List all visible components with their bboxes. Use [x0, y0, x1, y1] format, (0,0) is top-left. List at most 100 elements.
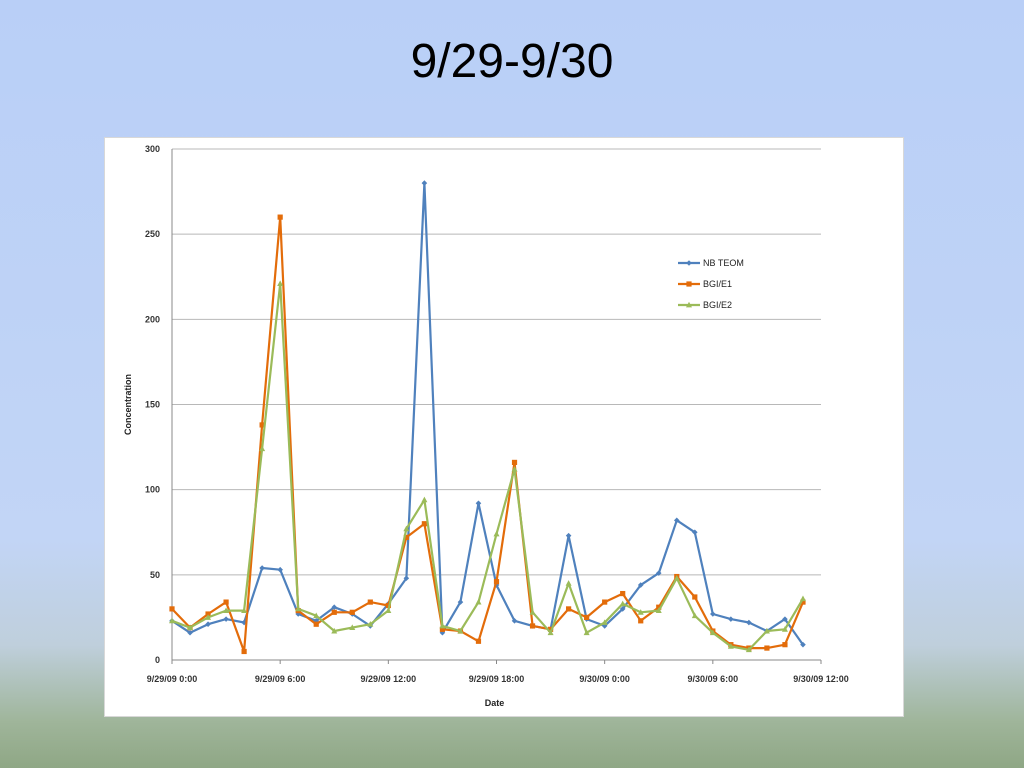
data-point: [439, 629, 446, 636]
data-point: [584, 614, 590, 621]
data-point: [637, 609, 644, 615]
data-point: [655, 570, 662, 576]
data-point: [692, 529, 698, 536]
data-point: [529, 623, 536, 629]
data-point: [511, 459, 518, 466]
y-tick-label: 200: [145, 314, 160, 324]
data-point: [493, 530, 500, 537]
data-point: [457, 627, 464, 634]
data-point: [277, 214, 283, 220]
data-point: [259, 445, 266, 452]
y-tick-label: 150: [145, 400, 160, 410]
data-point: [511, 618, 518, 624]
data-point: [709, 629, 716, 636]
data-point: [799, 595, 806, 602]
data-point: [259, 565, 265, 571]
data-point: [169, 617, 175, 624]
data-point: [313, 612, 320, 619]
data-point: [727, 643, 734, 649]
data-point: [475, 500, 482, 507]
data-point: [764, 645, 770, 651]
data-point: [602, 599, 608, 605]
line-chart: 0 50 100 150 200 250 300 9/29/09 0:00 9/29/09 6:…: [123, 144, 849, 708]
data-point: [367, 599, 373, 605]
data-point: [547, 626, 554, 632]
data-point: [511, 466, 518, 472]
data-point: [692, 594, 698, 600]
y-tick-label: 250: [145, 229, 160, 239]
y-tick-label: 0: [155, 655, 160, 665]
data-point: [223, 616, 229, 622]
data-point: [565, 580, 572, 586]
legend-label: NB TEOM: [703, 258, 744, 268]
data-point: [547, 629, 554, 636]
data-point: [728, 616, 734, 622]
data-point: [475, 638, 482, 644]
data-point: [619, 606, 626, 612]
data-point: [529, 609, 536, 615]
data-point: [277, 566, 283, 573]
data-point: [295, 611, 301, 617]
legend-marker: [686, 260, 692, 266]
data-point: [763, 627, 770, 634]
data-point: [710, 611, 716, 617]
data-point: [800, 599, 806, 605]
data-point: [205, 611, 211, 617]
data-point: [565, 532, 572, 539]
y-tick-label: 300: [145, 144, 160, 154]
data-point: [403, 525, 410, 532]
data-point: [619, 600, 626, 607]
data-point: [259, 422, 265, 428]
series-line-1: [171, 181, 804, 646]
legend-label: BGI/E1: [703, 279, 732, 289]
data-point: [421, 521, 427, 527]
data-point: [169, 606, 175, 612]
data-point: [673, 575, 680, 581]
data-point: [746, 619, 752, 626]
data-point: [620, 590, 626, 597]
data-point: [782, 642, 788, 648]
data-point: [403, 534, 409, 540]
x-tick-label: 9/29/09 0:00: [147, 674, 198, 684]
data-point: [493, 579, 500, 585]
data-point: [421, 496, 428, 503]
data-point: [367, 621, 374, 627]
data-point: [205, 614, 212, 620]
x-tick-label: 9/30/09 0:00: [579, 674, 630, 684]
data-point: [277, 280, 284, 286]
data-point: [475, 598, 482, 605]
legend-label: BGI/E2: [703, 300, 732, 310]
x-tick-label: 9/29/09 12:00: [361, 674, 417, 684]
y-tick-label: 50: [150, 570, 160, 580]
data-point: [331, 604, 338, 610]
x-tick-label: 9/30/09 6:00: [688, 674, 739, 684]
y-tick-label: 100: [145, 485, 160, 495]
data-point: [421, 180, 428, 186]
slide-title: 9/29-9/30: [410, 35, 614, 88]
data-point: [241, 607, 248, 614]
data-point: [439, 622, 446, 629]
x-tick-label: 9/30/09 12:00: [793, 674, 849, 684]
data-point: [583, 629, 590, 636]
data-point: [349, 624, 356, 631]
data-point: [295, 605, 302, 612]
data-point: [637, 582, 644, 588]
data-point: [673, 517, 680, 524]
data-point: [638, 618, 644, 624]
data-point: [781, 626, 788, 632]
data-point: [655, 607, 662, 614]
data-point: [800, 641, 806, 648]
data-point: [187, 629, 193, 636]
data-point: [745, 646, 752, 653]
data-point: [782, 616, 788, 622]
data-point: [349, 609, 355, 615]
series-line-3: [171, 282, 804, 651]
data-point: [457, 599, 464, 605]
data-point: [223, 599, 229, 605]
series-line-2: [171, 215, 805, 653]
data-point: [313, 621, 319, 627]
data-point: [656, 604, 662, 610]
legend-marker: [686, 301, 692, 308]
data-point: [223, 607, 230, 614]
data-point: [601, 619, 608, 625]
